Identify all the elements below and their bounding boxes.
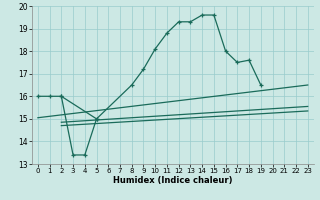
X-axis label: Humidex (Indice chaleur): Humidex (Indice chaleur) xyxy=(113,176,233,185)
